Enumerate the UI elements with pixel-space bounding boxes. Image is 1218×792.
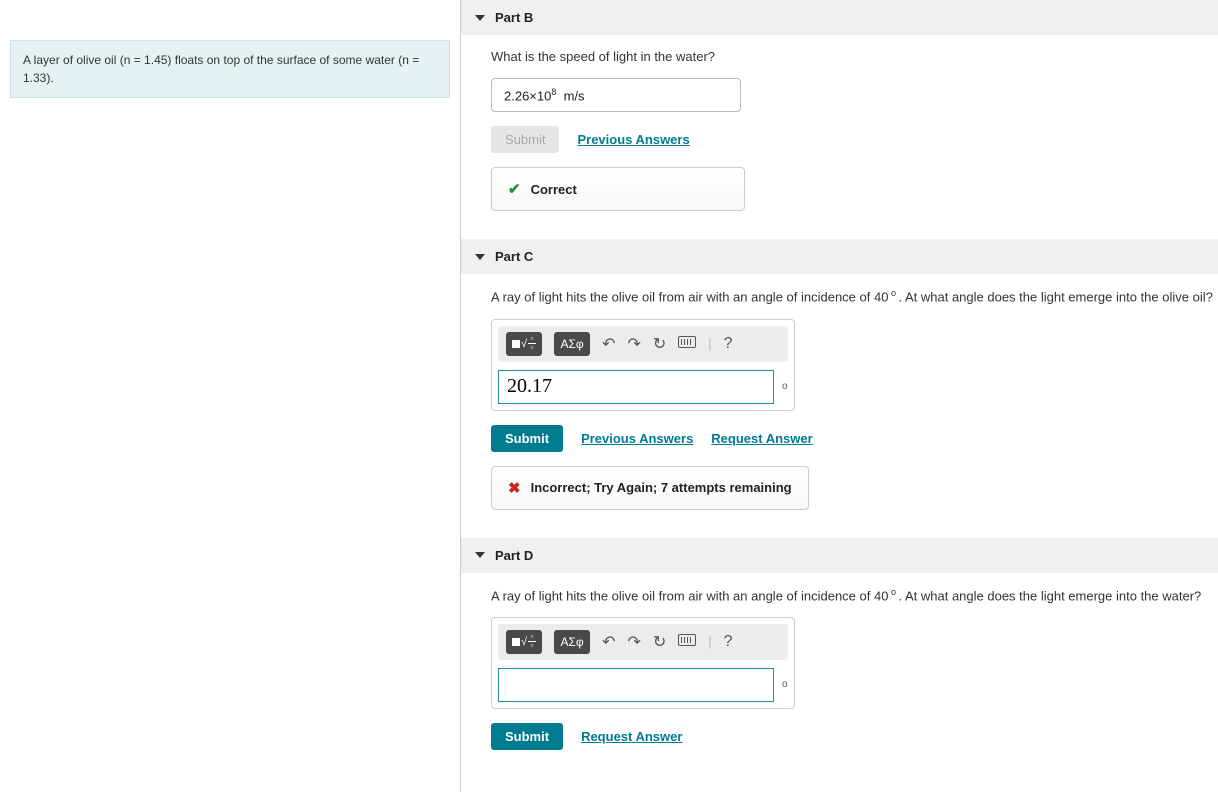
part-c-request-answer-link[interactable]: Request Answer [711,431,812,446]
undo-icon[interactable]: ↶ [602,334,615,354]
part-c-input-panel: √▫▫ ΑΣφ ↶ ↷ ↻ | ? o [491,319,795,411]
help-icon[interactable]: ? [724,633,733,651]
chevron-down-icon [475,254,485,260]
part-c-feedback: ✖ Incorrect; Try Again; 7 attempts remai… [491,466,809,510]
part-d-request-answer-link[interactable]: Request Answer [581,729,682,744]
help-icon[interactable]: ? [724,335,733,353]
equation-toolbar: √▫▫ ΑΣφ ↶ ↷ ↻ | ? [498,624,788,660]
part-d-submit-button[interactable]: Submit [491,723,563,750]
part-b-title: Part B [495,10,533,25]
part-c-submit-button[interactable]: Submit [491,425,563,452]
part-c-previous-answers-link[interactable]: Previous Answers [581,431,693,446]
part-b-answer: 2.26×108 m/s [491,78,741,112]
part-b-header[interactable]: Part B [461,0,1218,35]
part-b-question: What is the speed of light in the water? [491,49,1218,64]
keyboard-icon[interactable] [678,335,696,353]
part-c-title: Part C [495,249,533,264]
part-b-previous-answers-link[interactable]: Previous Answers [577,132,689,147]
part-c-feedback-text: Incorrect; Try Again; 7 attempts remaini… [531,480,792,495]
separator: | [708,634,711,649]
part-b-feedback: ✔ Correct [491,167,745,211]
reset-icon[interactable]: ↻ [653,334,666,354]
part-c-answer-input[interactable] [498,370,774,404]
templates-button[interactable]: √▫▫ [506,630,542,654]
check-icon: ✔ [508,180,521,198]
x-icon: ✖ [508,479,521,497]
problem-statement: A layer of olive oil (n = 1.45) floats o… [10,40,450,98]
reset-icon[interactable]: ↻ [653,632,666,652]
part-b-feedback-text: Correct [531,182,577,197]
part-c-unit: o [782,381,788,392]
equation-toolbar: √▫▫ ΑΣφ ↶ ↷ ↻ | ? [498,326,788,362]
greek-button[interactable]: ΑΣφ [554,332,590,356]
separator: | [708,336,711,351]
redo-icon[interactable]: ↷ [627,334,640,354]
part-d-title: Part D [495,548,533,563]
part-d-unit: o [782,679,788,690]
part-c-header[interactable]: Part C [461,239,1218,274]
chevron-down-icon [475,15,485,21]
part-d-question: A ray of light hits the olive oil from a… [491,587,1218,603]
keyboard-icon[interactable] [678,633,696,651]
chevron-down-icon [475,552,485,558]
part-d-input-panel: √▫▫ ΑΣφ ↶ ↷ ↻ | ? o [491,617,795,709]
redo-icon[interactable]: ↷ [627,632,640,652]
part-d-answer-input[interactable] [498,668,774,702]
greek-button[interactable]: ΑΣφ [554,630,590,654]
part-c-question: A ray of light hits the olive oil from a… [491,288,1218,304]
part-b-submit-button: Submit [491,126,559,153]
part-d-header[interactable]: Part D [461,538,1218,573]
undo-icon[interactable]: ↶ [602,632,615,652]
templates-button[interactable]: √▫▫ [506,332,542,356]
